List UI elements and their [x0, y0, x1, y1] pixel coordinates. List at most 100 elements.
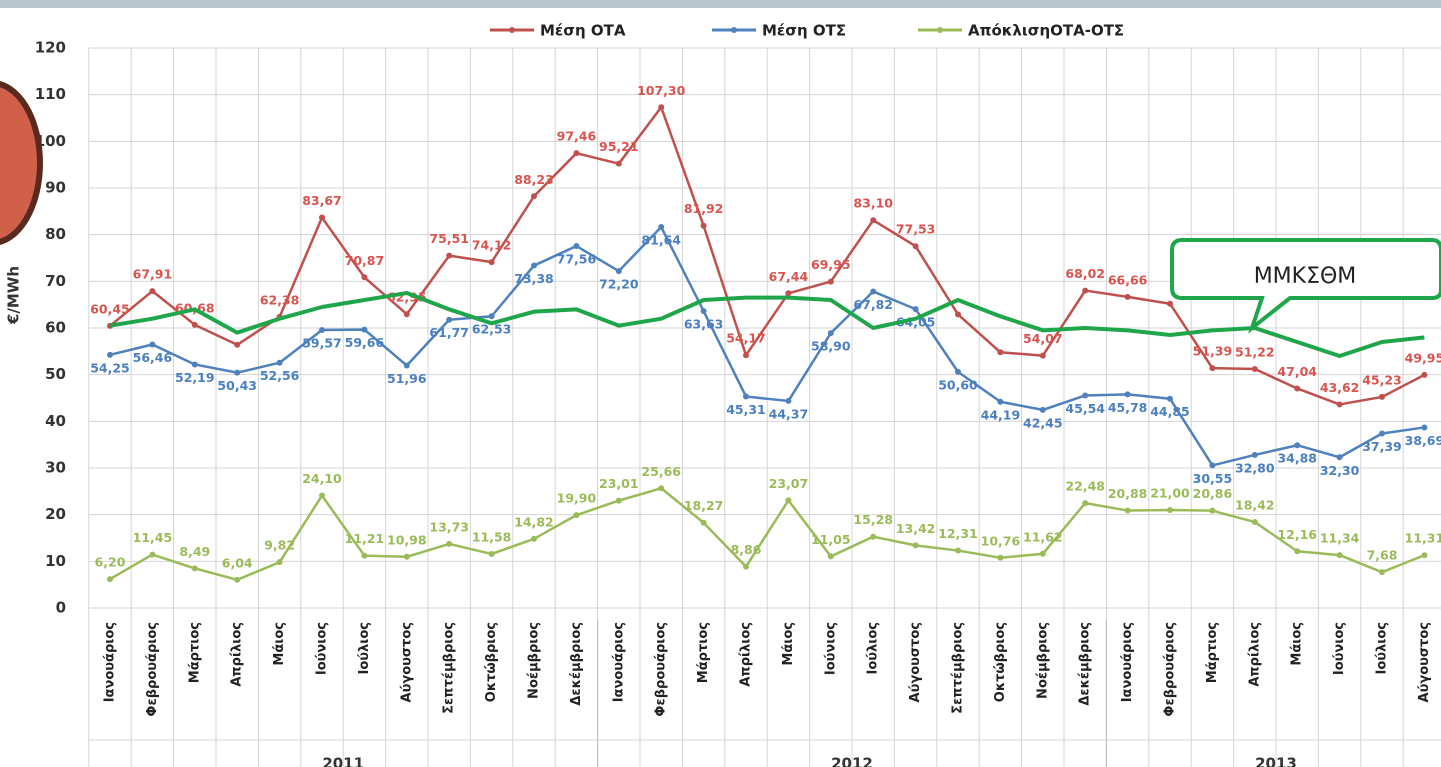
value-label: 22,48: [1065, 479, 1105, 494]
point: [361, 552, 368, 559]
value-label: 67,82: [853, 297, 893, 312]
value-label: 50,43: [217, 378, 257, 393]
value-label: 59,66: [345, 335, 385, 350]
y-tick-label: 110: [35, 85, 66, 103]
point: [573, 243, 580, 250]
point: [870, 533, 877, 540]
point: [1209, 365, 1216, 372]
value-label: 11,62: [1023, 529, 1063, 544]
y-tick-label: 90: [45, 179, 66, 197]
point: [319, 327, 325, 334]
x-tick-label: Νοέμβριος: [1035, 622, 1050, 699]
point: [743, 563, 749, 570]
value-label: 32,80: [1235, 460, 1275, 475]
point: [1124, 293, 1131, 300]
x-tick-label: Ιανουάριος: [1120, 622, 1135, 702]
value-label: 12,31: [938, 526, 978, 541]
point: [912, 243, 919, 250]
value-label: 6,20: [95, 555, 126, 570]
x-tick-label: Μάιος: [272, 622, 287, 666]
series-line: [109, 225, 1425, 467]
x-tick-label: Ιούλιος: [866, 622, 881, 674]
value-label: 54,17: [726, 331, 766, 346]
x-tick-label: Νοέμβριος: [527, 622, 542, 699]
x-tick-label: Αύγουστος: [399, 622, 414, 702]
y-tick-label: 10: [45, 552, 66, 570]
point: [955, 547, 961, 554]
legend-label: Μέση ΟΤΑ: [540, 22, 626, 40]
point: [361, 274, 368, 281]
point: [1209, 462, 1216, 469]
point: [1294, 548, 1301, 555]
value-label: 44,19: [981, 407, 1021, 422]
top-border: [0, 0, 1441, 8]
x-tick-label: Σεπτέμβριος: [951, 622, 966, 714]
value-label: 54,07: [1023, 331, 1063, 346]
y-tick-label: 20: [45, 505, 66, 523]
value-label: 11,31: [1405, 531, 1441, 546]
value-label: 107,30: [637, 83, 686, 98]
plot-area: 0 10 20 30 40 50 60 70 80 90 100 110 120 Ιανουάριος Φε…: [35, 22, 1441, 767]
value-label: 23,07: [769, 476, 809, 491]
series-line: [109, 106, 1425, 406]
x-tick-label: Αύγουστος: [908, 622, 923, 702]
value-label: 18,27: [684, 498, 724, 513]
y-tick-label: 120: [35, 39, 66, 57]
callout-box: [1170, 238, 1441, 334]
value-label: 66,66: [1108, 272, 1148, 287]
value-label: 13,73: [429, 519, 469, 534]
point: [827, 278, 834, 285]
point: [658, 224, 665, 231]
point: [1421, 424, 1428, 431]
point: [1082, 392, 1089, 399]
y-tick-label: 70: [45, 272, 66, 290]
point: [149, 288, 156, 295]
x-tick-label: Απρίλιος: [739, 622, 754, 687]
value-label: 51,39: [1193, 344, 1233, 359]
value-label: 73,38: [514, 271, 554, 286]
point: [1167, 395, 1173, 402]
value-label: 45,54: [1065, 401, 1105, 416]
y-tick-label: 100: [35, 132, 66, 150]
value-label: 88,23: [514, 172, 554, 187]
value-label: 10,76: [981, 533, 1021, 548]
value-label: 56,46: [133, 350, 173, 365]
x-tick-label: Μάρτιος: [696, 622, 711, 683]
point: [531, 535, 537, 542]
value-label: 43,62: [1320, 380, 1360, 395]
value-label: 15,28: [853, 512, 893, 527]
overlay-line: [109, 291, 1425, 358]
value-label: 20,88: [1108, 486, 1148, 501]
point: [319, 214, 325, 221]
point: [446, 252, 453, 259]
value-label: 14,82: [514, 514, 554, 529]
year-label: 2011: [322, 755, 364, 767]
point: [1294, 442, 1301, 449]
value-label: 11,34: [1320, 531, 1360, 546]
value-label: 13,42: [896, 521, 936, 536]
point: [531, 262, 537, 269]
value-label: 72,20: [599, 277, 639, 292]
value-label: 23,01: [599, 476, 639, 491]
point: [1379, 393, 1385, 400]
point: [912, 306, 919, 313]
point: [870, 288, 877, 295]
value-label: 77,53: [896, 222, 936, 237]
point: [997, 349, 1004, 356]
point: [997, 554, 1004, 561]
point: [531, 193, 537, 200]
point: [658, 104, 665, 111]
x-tick-label: Απρίλιος: [1247, 622, 1262, 687]
point: [403, 553, 410, 560]
point: [700, 519, 707, 526]
point: [827, 330, 834, 337]
x-tick-label: Δεκέμβριος: [1078, 622, 1093, 706]
value-label: 12,16: [1277, 527, 1317, 542]
value-label: 20,86: [1193, 486, 1233, 501]
value-label: 77,56: [557, 252, 597, 267]
y-tick-label: 50: [45, 365, 66, 383]
x-tick-label: Φεβρουάριος: [145, 622, 160, 717]
point: [743, 352, 749, 359]
value-label: 45,31: [726, 402, 766, 417]
point: [1039, 352, 1046, 359]
